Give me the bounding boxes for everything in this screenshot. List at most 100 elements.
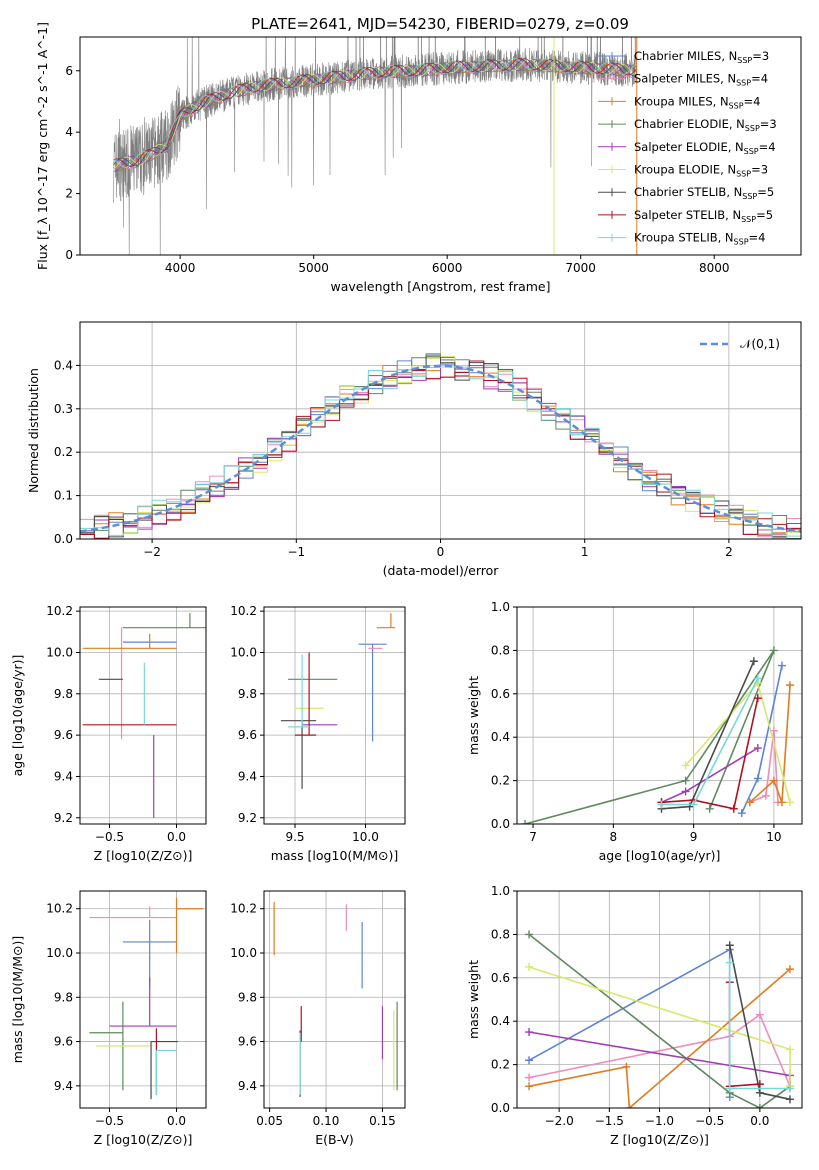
y-tick-label: 10.2 <box>230 902 257 916</box>
y-tick-label: 4 <box>65 125 73 139</box>
legend-count: =4 <box>759 140 776 154</box>
plot-area <box>280 613 396 789</box>
normal-reference-curve <box>80 364 801 533</box>
y-tick-label: 0.1 <box>54 489 73 503</box>
model-spectrum <box>113 58 638 167</box>
mass-weight-marker <box>785 798 794 807</box>
y-tick-label: 9.8 <box>238 687 257 701</box>
y-tick-label: 0 <box>65 248 73 262</box>
legend-subscript: SSP <box>744 147 759 156</box>
residual-histogram <box>80 366 801 539</box>
y-tick-label: 10.0 <box>46 946 73 960</box>
legend-count: =4 <box>751 72 768 86</box>
mass-weight-marker <box>625 1104 634 1108</box>
y-tick-label: 9.6 <box>54 1035 73 1049</box>
errorbar-point <box>358 643 387 742</box>
mass-weight-series <box>528 968 791 1108</box>
x-tick-label: 1 <box>581 545 589 559</box>
mass-weight-marker <box>785 1095 794 1104</box>
y-tick-label: 10.2 <box>230 604 257 618</box>
y-tick-label: 0.3 <box>54 402 73 416</box>
plot-area <box>525 930 794 1108</box>
x-tick-label: 2 <box>725 545 733 559</box>
legend-subscript: SSP <box>742 192 757 201</box>
mass-weight-series <box>528 1013 791 1087</box>
legend-subscript: SSP <box>729 101 744 110</box>
panel-mass-weight-vs-age: 7 8 9 10 0.0 0.2 0.4 0.6 0.8 1.0 age [log10(age/yr… <box>466 600 803 863</box>
y-tick-label: 0.4 <box>491 730 510 744</box>
panel-age-vs-mass: 9.5 10.0 9.2 9.4 9.6 9.8 10.0 10.2 mass [log10(M… <box>230 604 406 863</box>
mass-weight-marker <box>777 661 786 670</box>
mass-weight-marker <box>769 776 778 785</box>
legend-count: =3 <box>752 49 769 63</box>
y-axis-label: Flux [f_λ 10^-17 erg cm^-2 s^-1 A^-1] <box>35 22 50 270</box>
legend-count: =5 <box>757 185 774 199</box>
mass-weight-marker <box>753 774 762 783</box>
mass-weight-marker <box>521 820 530 824</box>
x-axis-label: Z [log10(Z/Z⊙)] <box>94 848 193 863</box>
mass-weight-marker <box>785 1045 794 1054</box>
x-tick-label: 10 <box>766 830 781 844</box>
x-tick-label: −0.5 <box>695 1114 724 1128</box>
x-tick-label: −1 <box>287 545 305 559</box>
legend-count: =5 <box>756 208 773 222</box>
mass-weight-marker <box>622 1062 631 1071</box>
axes-frame <box>79 606 207 825</box>
y-tick-label: 10.2 <box>46 604 73 618</box>
legend-label: Chabrier STELIB, NSSP=5 <box>634 185 774 201</box>
y-tick-label: 1.0 <box>491 884 510 898</box>
errorbar-point <box>155 1049 177 1095</box>
mass-weight-series <box>661 697 759 810</box>
y-tick-label: 0.6 <box>491 971 510 985</box>
panel-residuals: −2 −1 0 1 2 0.0 0.1 0.2 0.3 0.4 (data-model)/error… <box>26 321 802 578</box>
y-tick-label: 9.4 <box>238 769 257 783</box>
y-tick-label: 0.0 <box>54 532 73 546</box>
x-tick-label: 0.10 <box>313 1114 340 1128</box>
y-tick-label: 9.2 <box>238 811 257 825</box>
y-tick-label: 9.6 <box>238 1035 257 1049</box>
legend-subscript: SSP <box>737 56 752 65</box>
y-tick-label: 0.8 <box>491 643 510 657</box>
model-spectrum <box>113 58 637 168</box>
mass-weight-marker <box>755 1080 764 1089</box>
legend-label: Chabrier MILES, NSSP=3 <box>634 49 769 65</box>
axes-frame <box>79 890 207 1109</box>
errorbar-point <box>82 633 177 649</box>
mass-weight-marker <box>755 1088 764 1097</box>
errorbar-point <box>122 919 177 987</box>
mass-weight-marker <box>737 809 746 818</box>
mass-weight-marker <box>769 646 778 655</box>
x-tick-label: −2.0 <box>545 1114 574 1128</box>
y-tick-label: 0.6 <box>491 687 510 701</box>
y-tick-label: 0.8 <box>491 927 510 941</box>
mass-weight-marker <box>681 776 690 785</box>
mass-weight-marker <box>525 1028 534 1037</box>
mass-weight-marker <box>525 962 534 971</box>
y-tick-label: 9.8 <box>54 687 73 701</box>
x-tick-label: 8000 <box>699 261 730 275</box>
y-tick-label: 0.2 <box>54 445 73 459</box>
y-axis-label: mass [log10(M/M⊙)] <box>10 936 25 1064</box>
x-tick-label: 0 <box>437 545 445 559</box>
y-tick-label: 10.0 <box>230 645 257 659</box>
y-tick-label: 0.4 <box>491 1014 510 1028</box>
mass-weight-series <box>749 685 791 803</box>
mass-weight-marker <box>753 744 762 753</box>
y-tick-label: 10.0 <box>230 946 257 960</box>
y-tick-label: 9.4 <box>54 1079 73 1093</box>
x-tick-label: 9.5 <box>285 830 304 844</box>
model-spectrum <box>113 58 638 167</box>
legend-count: =3 <box>751 163 768 177</box>
mass-weight-marker <box>761 791 770 800</box>
x-tick-label: 9 <box>690 830 698 844</box>
x-tick-label: 0.0 <box>167 1114 186 1128</box>
y-tick-label: 9.2 <box>54 811 73 825</box>
y-tick-label: 9.8 <box>54 990 73 1004</box>
x-tick-label: −2 <box>143 545 161 559</box>
y-axis-label: Normed distribution <box>26 368 41 493</box>
x-tick-label: 0.15 <box>369 1114 396 1128</box>
legend-subscript: SSP <box>736 79 751 88</box>
x-tick-label: 0.05 <box>256 1114 283 1128</box>
y-tick-label: 0.2 <box>491 1058 510 1072</box>
